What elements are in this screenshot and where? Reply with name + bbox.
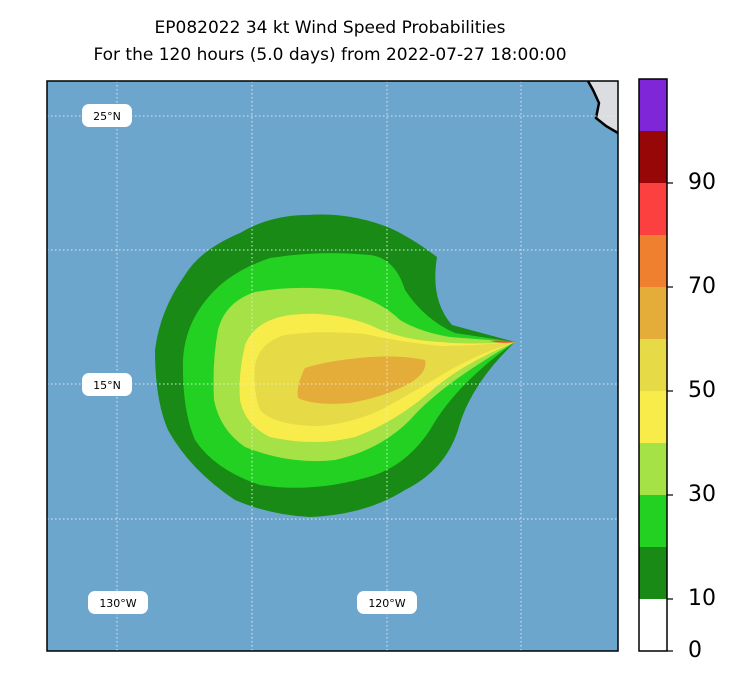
colorbar-tick-label: 0 [688,638,702,663]
gridlines [47,81,618,651]
contour-80 [490,340,515,343]
coastline [586,81,618,135]
lat-label-15n: 15°N [82,373,132,396]
colorbar [638,78,673,652]
colorbar-frame [638,78,668,652]
colorbar-tick-label: 50 [688,378,716,403]
svg-text:130°W: 130°W [99,597,136,610]
svg-text:25°N: 25°N [93,110,121,123]
map-title: EP082022 34 kt Wind Speed Probabilities [154,18,506,38]
lat-label-25n: 25°N [82,104,132,127]
colorbar-bin-90 [639,131,667,183]
map-subtitle: For the 120 hours (5.0 days) from 2022-0… [93,45,567,65]
colorbar-tick-label: 10 [688,586,716,611]
colorbar-bin-20 [639,495,667,547]
map-frame [46,80,619,652]
colorbar-bin-0 [639,599,667,651]
svg-text:120°W: 120°W [368,597,405,610]
colorbar-bin-80 [639,183,667,235]
colorbar-tick-label: 90 [688,170,716,195]
lon-label-130w: 130°W [88,591,148,614]
colorbar-bin-40 [639,391,667,443]
colorbar-bin-50 [639,339,667,391]
colorbar-bin-30 [639,443,667,495]
colorbar-bin-10 [639,547,667,599]
colorbar-bin-100 [639,79,667,131]
colorbar-tick-label: 30 [688,482,716,507]
colorbar-bin-70 [639,235,667,287]
colorbar-bin-60 [639,287,667,339]
lon-label-120w: 120°W [357,591,417,614]
colorbar-tick-label: 70 [688,274,716,299]
svg-text:15°N: 15°N [93,379,121,392]
contour-60 [297,356,426,404]
